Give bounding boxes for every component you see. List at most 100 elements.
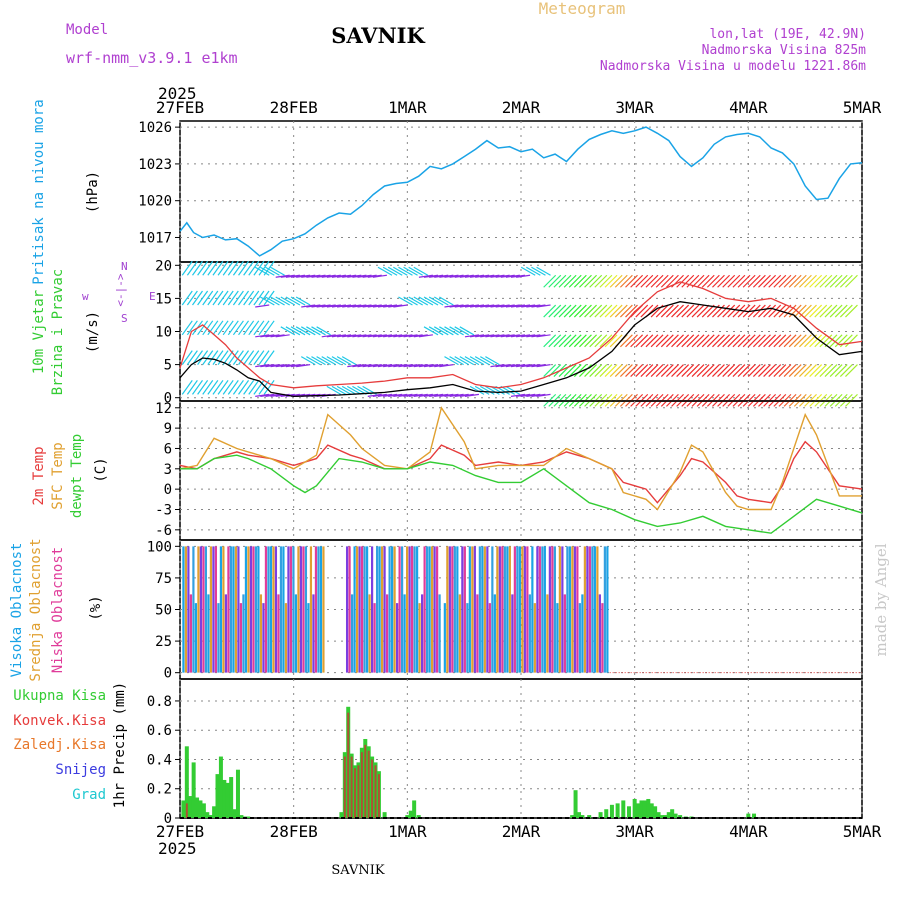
wind-vector	[589, 304, 603, 318]
wind-vector	[490, 274, 505, 278]
wind-vector	[625, 304, 638, 318]
y-tick-label: 5	[164, 358, 172, 374]
wind-vector	[418, 334, 433, 338]
wind-vector	[418, 393, 433, 397]
wind-vector	[732, 304, 746, 318]
pressure-panel: 1017 1020 1023 1026	[138, 120, 863, 263]
wind-vector	[263, 290, 275, 306]
wind-vector	[722, 364, 736, 378]
wind-vector	[255, 334, 270, 338]
precip-legend-item: Snijeg	[55, 762, 106, 778]
wind-vector	[845, 274, 858, 288]
wind-vector	[568, 334, 582, 348]
wind-vector	[625, 274, 638, 288]
wind-vector	[742, 274, 756, 288]
y-tick-label: 9	[164, 421, 172, 437]
station-title: SAVNIK	[331, 23, 425, 48]
wind-vector	[253, 380, 265, 395]
wind-vector	[505, 274, 520, 278]
precip-bar	[615, 803, 620, 818]
wind-vector	[433, 326, 449, 336]
wind-vector	[306, 356, 321, 366]
wind-vector	[829, 304, 843, 318]
wind-vector	[768, 274, 782, 288]
wind-vector	[609, 304, 623, 318]
pressure-line	[179, 126, 863, 257]
wind-vector	[666, 304, 679, 318]
wind-vector	[301, 304, 316, 308]
wind-vector	[321, 304, 336, 308]
wind-vector	[839, 304, 853, 318]
wind-vector	[553, 334, 567, 348]
precip-bar	[752, 813, 757, 818]
wind-vector	[428, 296, 444, 306]
wind-vector	[834, 274, 848, 288]
wind-vector	[232, 350, 244, 365]
wind-vector	[434, 364, 449, 368]
wind-vector	[454, 304, 469, 308]
wind-vector	[737, 334, 751, 348]
wind-vector	[357, 274, 372, 278]
wind-vector	[186, 320, 198, 336]
wind-vector	[285, 364, 301, 368]
wind-vector	[449, 393, 464, 397]
wind-vector	[449, 326, 464, 336]
panel-side-labels: w <-|-> E N S Pritisak na nivou mora (hPa) 10m …	[9, 99, 156, 808]
precip-bar	[632, 798, 637, 818]
wind-vector	[732, 364, 746, 378]
wind-vector	[444, 393, 459, 397]
wind-vector	[809, 334, 823, 348]
wind-vector	[543, 334, 557, 348]
y-tick-label: 15	[155, 291, 172, 307]
wind-vector	[306, 304, 321, 308]
wind-vector	[398, 393, 413, 397]
wind-vector	[367, 304, 382, 308]
wind-vector	[207, 380, 219, 395]
wind-gust-line	[179, 281, 863, 389]
wind-vector	[752, 304, 766, 318]
wind-vector	[579, 334, 592, 348]
wind-vector	[342, 334, 357, 338]
wind-vector	[248, 350, 260, 365]
wind-vector	[630, 364, 644, 378]
y-tick-label: 0.4	[147, 752, 172, 768]
wind-vector	[584, 334, 598, 348]
wind-vector	[752, 334, 766, 348]
precip-conv-bar	[374, 765, 377, 818]
wind-vector	[619, 274, 633, 288]
wind-vector	[255, 304, 270, 308]
wind-vector	[285, 326, 301, 336]
wind-vector	[640, 274, 654, 288]
wind-vector	[614, 274, 628, 288]
precip-conv-bar	[360, 752, 363, 818]
precip-bar	[573, 790, 578, 818]
wind-vector	[212, 380, 224, 395]
wind-vector	[824, 274, 838, 288]
wind-vector	[280, 364, 295, 368]
wind-vector	[300, 356, 316, 366]
wind-vector	[352, 334, 367, 338]
wind-vector	[778, 274, 792, 288]
wind-vector	[413, 393, 428, 397]
wind-vector	[510, 274, 526, 278]
wind-vector	[398, 296, 413, 306]
wind-vector	[248, 320, 260, 336]
wind-vector	[594, 274, 608, 288]
wind-vector	[393, 364, 408, 368]
wind-vector	[207, 290, 219, 306]
wind-vector	[609, 274, 623, 288]
wind-vector	[393, 393, 408, 397]
wind-vector	[388, 393, 403, 397]
wind-vector	[408, 296, 423, 306]
wind-vector	[809, 274, 823, 288]
wind-vector	[619, 304, 633, 318]
wind-vector	[490, 364, 505, 368]
wind-vector	[383, 304, 398, 308]
wind-vector	[584, 364, 598, 378]
precip-bar	[678, 815, 683, 818]
wind-vector	[553, 274, 567, 288]
wind-vector	[584, 304, 598, 318]
wind-vector	[640, 304, 654, 318]
wind-vector	[372, 364, 387, 368]
wind-vector	[696, 304, 710, 318]
